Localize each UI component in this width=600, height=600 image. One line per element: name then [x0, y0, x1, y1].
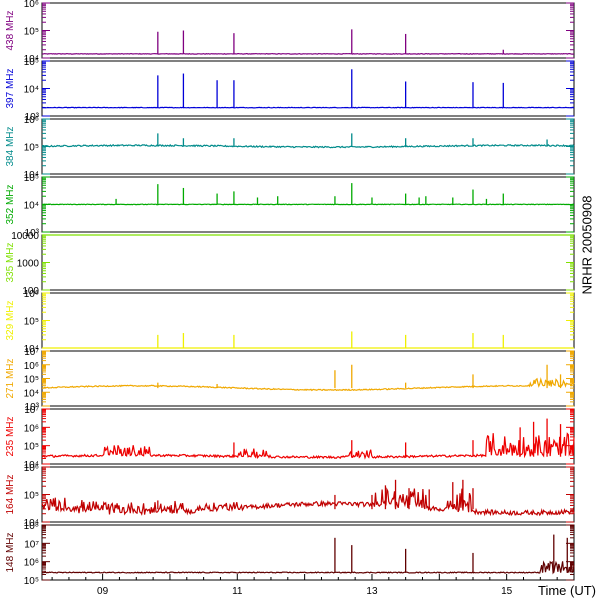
y-tick-label: 10⁷	[24, 347, 39, 358]
panel-label: 352 MHz	[5, 184, 16, 224]
y-tick-label: 10⁴	[24, 170, 39, 181]
y-tick-label: 10⁴	[24, 344, 39, 355]
side-label: NRHR 20050908	[579, 195, 595, 295]
panel-5: 10⁴ 10⁵ 10⁶ 329 MHz	[5, 289, 575, 355]
panel-frame	[41, 292, 575, 349]
panel-8: 10⁴ 10⁵ 10⁶ 164 MHz	[5, 463, 575, 529]
x-tick-label: 13	[366, 586, 378, 597]
x-axis-title: Time (UT)	[538, 583, 596, 598]
y-tick-label: 10⁵	[24, 317, 39, 328]
side-label-box: NRHR 20050908	[574, 170, 600, 320]
y-tick-label: 10⁸	[24, 521, 39, 532]
series-line	[42, 377, 575, 392]
y-tick-label: 100	[22, 286, 39, 297]
panel-label: 397 MHz	[5, 68, 16, 108]
y-tick-label: 10⁴	[24, 201, 39, 212]
y-tick-label: 10⁶	[24, 423, 39, 434]
panel-label: 438 MHz	[5, 10, 16, 50]
panel-label: 164 MHz	[5, 474, 16, 514]
y-tick-label: 10⁷	[24, 405, 39, 416]
y-tick-label: 10000	[11, 231, 39, 242]
y-tick-label: 10⁵	[24, 173, 39, 184]
y-tick-label: 10⁵	[24, 576, 39, 587]
y-tick-label: 10⁶	[24, 115, 39, 126]
y-tick-label: 1000	[17, 259, 40, 270]
x-tick-label: 09	[97, 586, 109, 597]
y-tick-label: 10⁵	[24, 57, 39, 68]
panel-frame	[41, 350, 575, 407]
y-tick-label: 10⁵	[24, 143, 39, 154]
x-tick-label: 11	[232, 586, 243, 597]
y-tick-label: 10³	[25, 228, 40, 239]
y-tick-label: 10⁴	[24, 518, 39, 529]
series-line	[41, 487, 575, 517]
series-line	[41, 52, 575, 55]
x-tick-label: 15	[501, 586, 513, 597]
y-tick-label: 10³	[25, 112, 40, 123]
panel-9: 10⁵ 10⁶ 10⁷ 10⁸ 148 MHz	[5, 521, 575, 587]
y-tick-label: 10⁴	[24, 54, 39, 65]
series-line	[41, 143, 575, 149]
series-line	[42, 203, 575, 206]
panel-frame	[41, 234, 575, 291]
panel-label: 148 MHz	[5, 532, 16, 572]
y-tick-label: 10⁶	[24, 558, 39, 569]
y-tick-label: 10⁴	[24, 460, 39, 471]
y-tick-label: 10⁵	[24, 375, 39, 386]
panel-label: 329 MHz	[5, 300, 16, 340]
panel-7: 10⁴ 10⁵ 10⁶ 10⁷ 235 MHz	[5, 405, 575, 471]
y-tick-label: 10⁵	[24, 27, 39, 38]
y-tick-label: 10⁵	[24, 442, 39, 453]
panel-6: 10³ 10⁴ 10⁵ 10⁶ 10⁷ 271 MHz	[5, 347, 575, 413]
y-tick-label: 10⁵	[24, 491, 39, 502]
series-line	[41, 432, 575, 460]
y-tick-label: 10³	[25, 402, 40, 413]
y-tick-label: 10⁴	[24, 85, 39, 96]
y-tick-label: 10⁶	[24, 289, 39, 300]
panel-label: 271 MHz	[5, 358, 16, 398]
y-tick-label: 10⁶	[24, 0, 39, 10]
panel-label: 335 MHz	[5, 242, 16, 282]
y-tick-label: 10⁶	[24, 463, 39, 474]
panel-frame	[41, 2, 575, 59]
panel-label: 235 MHz	[5, 416, 16, 456]
x-axis: 09 11 13 15 Time (UT)	[51, 574, 596, 598]
y-tick-label: 10⁴	[24, 388, 39, 399]
series-line	[41, 106, 575, 109]
series-line	[41, 560, 575, 575]
y-tick-label: 10⁶	[24, 361, 39, 372]
y-tick-label: 10⁷	[24, 539, 39, 550]
panel-label: 384 MHz	[5, 126, 16, 166]
